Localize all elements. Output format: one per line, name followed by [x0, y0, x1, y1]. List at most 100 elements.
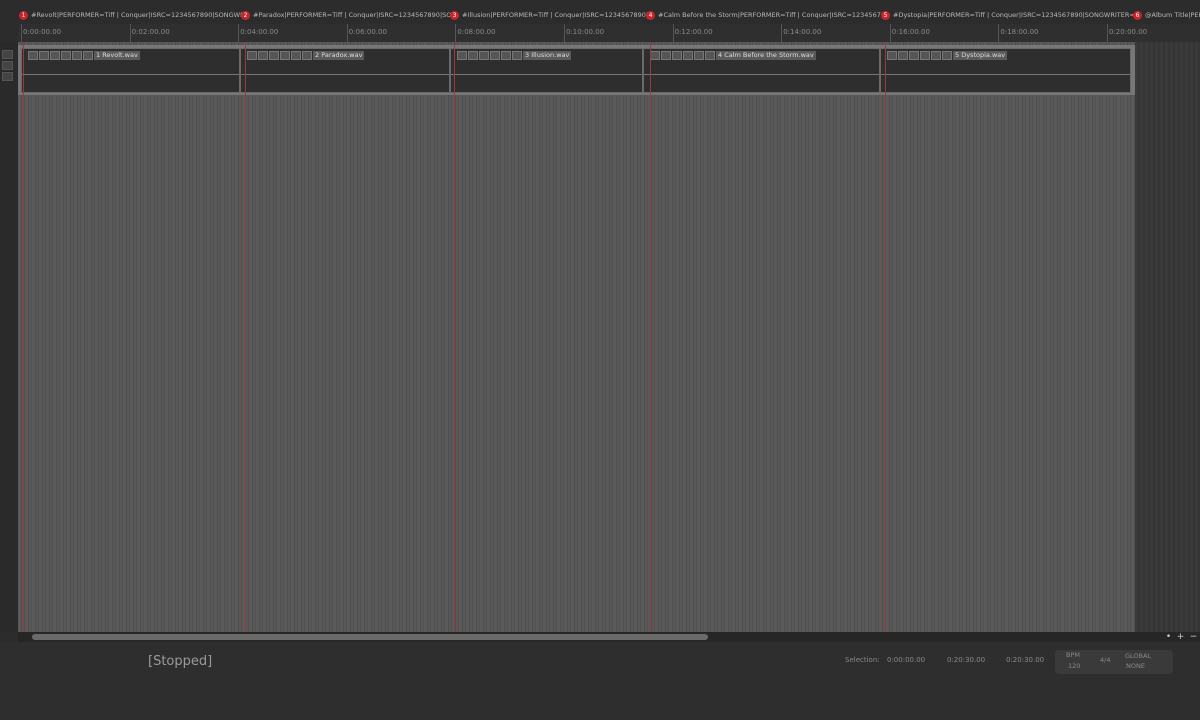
marker-line	[23, 42, 24, 632]
marker-label[interactable]: #Calm Before the Storm|PERFORMER=Tiff | …	[658, 11, 888, 19]
waveform	[22, 74, 239, 75]
ruler-label: 0:08:00.00	[457, 28, 496, 36]
item-button[interactable]	[269, 51, 279, 60]
zoom-button[interactable]: •	[1165, 632, 1172, 642]
marker-number[interactable]: 1	[19, 11, 28, 20]
marker-number[interactable]: 5	[881, 11, 890, 20]
bpm[interactable]: 120	[1068, 662, 1081, 670]
scroll-thumb[interactable]	[32, 634, 708, 640]
item-button[interactable]	[291, 51, 301, 60]
left-toolbar	[0, 42, 18, 632]
item-button[interactable]	[887, 51, 897, 60]
item-button[interactable]	[705, 51, 715, 60]
waveform	[451, 74, 642, 75]
marker-number[interactable]: 2	[241, 11, 250, 20]
media-item[interactable]: 3 Illusion.wav	[450, 48, 643, 93]
item-button[interactable]	[39, 51, 49, 60]
ruler-label: 0:06:00.00	[348, 28, 387, 36]
item-button[interactable]	[942, 51, 952, 60]
item-button[interactable]	[931, 51, 941, 60]
item-button[interactable]	[501, 51, 511, 60]
item-button[interactable]	[694, 51, 704, 60]
item-button[interactable]	[61, 51, 71, 60]
marker-bar: 1 #Revolt|PERFORMER=Tiff | Conquer|ISRC=1…	[0, 8, 1200, 22]
marker-label[interactable]: #Paradox|PERFORMER=Tiff | Conquer|ISRC=1…	[253, 11, 458, 19]
ruler-tick	[564, 24, 565, 42]
item-button[interactable]	[661, 51, 671, 60]
ruler-tick	[346, 24, 348, 42]
ruler-tick	[672, 24, 674, 42]
ruler-tick	[129, 24, 131, 42]
item-button[interactable]	[468, 51, 478, 60]
ruler-tick	[21, 24, 22, 42]
time-signature[interactable]: 4/4	[1100, 656, 1111, 664]
zoom-in[interactable]: +	[1176, 632, 1185, 642]
ruler-label: 0:18:00.00	[1000, 28, 1039, 36]
timeline-ruler[interactable]: 0:00:00.00 0:02:00.00 0:04:00.00 0:06:00.00…	[18, 24, 1200, 43]
ruler-label: 0:20:00.00	[1109, 28, 1148, 36]
item-button[interactable]	[72, 51, 82, 60]
item-button[interactable]	[479, 51, 489, 60]
marker-line	[454, 42, 455, 632]
marker-label[interactable]: @Album Title|PERFOR	[1145, 11, 1200, 19]
marker-label[interactable]: #Dystopia|PERFORMER=Tiff | Conquer|ISRC=…	[893, 11, 1138, 19]
button[interactable]	[2, 50, 13, 59]
selection-label: Selection:	[845, 656, 880, 664]
item-button[interactable]	[920, 51, 930, 60]
ruler-tick	[998, 24, 1000, 42]
selection-length[interactable]: 0:20:30.00	[1006, 656, 1045, 664]
arrange-view[interactable]	[18, 42, 1135, 632]
item-button[interactable]	[50, 51, 60, 60]
item-button[interactable]	[909, 51, 919, 60]
item-name: 4 Calm Before the Storm.wav	[716, 51, 816, 60]
global-value[interactable]: NONE	[1126, 662, 1145, 670]
ruler-label: 0:14:00.00	[783, 28, 822, 36]
item-button[interactable]	[512, 51, 522, 60]
ruler-label: 0:16:00.00	[891, 28, 930, 36]
item-button[interactable]	[83, 51, 93, 60]
item-button[interactable]	[683, 51, 693, 60]
arrange-empty	[1135, 42, 1200, 632]
item-button[interactable]	[280, 51, 290, 60]
marker-number[interactable]: 6	[1133, 11, 1142, 20]
bpm-label: BPM	[1066, 651, 1080, 659]
item-button[interactable]	[247, 51, 257, 60]
item-button[interactable]	[302, 51, 312, 60]
media-item[interactable]: 2 Paradox.wav	[240, 48, 450, 93]
selection-end[interactable]: 0:20:30.00	[947, 656, 986, 664]
marker-label[interactable]: #Revolt|PERFORMER=Tiff | Conquer|ISRC=12…	[31, 11, 249, 19]
item-name: 1 Revolt.wav	[94, 51, 140, 60]
item-button[interactable]	[28, 51, 38, 60]
play-status: [Stopped]	[148, 654, 213, 669]
marker-number[interactable]: 3	[450, 11, 459, 20]
marker-line	[885, 42, 886, 632]
item-button[interactable]	[672, 51, 682, 60]
item-button[interactable]	[490, 51, 500, 60]
ruler-tick	[781, 24, 783, 42]
item-name: 3 Illusion.wav	[523, 51, 572, 60]
media-item[interactable]: 5 Dystopia.wav	[880, 48, 1131, 93]
button[interactable]	[2, 72, 13, 81]
media-item[interactable]: 4 Calm Before the Storm.wav	[643, 48, 880, 93]
tempo-panel[interactable]	[1055, 650, 1173, 674]
marker-number[interactable]: 4	[646, 11, 655, 20]
ruler-label: 0:10:00.00	[566, 28, 605, 36]
item-button[interactable]	[258, 51, 268, 60]
item-button[interactable]	[457, 51, 467, 60]
media-item[interactable]: 1 Revolt.wav	[21, 48, 240, 93]
marker-line	[650, 42, 651, 632]
waveform	[644, 74, 879, 75]
selection-start[interactable]: 0:00:00.00	[887, 656, 926, 664]
item-name: 5 Dystopia.wav	[953, 51, 1008, 60]
ruler-tick	[1107, 24, 1108, 42]
item-button[interactable]	[898, 51, 908, 60]
global-label: GLOBAL	[1125, 652, 1152, 660]
ruler-label: 0:12:00.00	[674, 28, 713, 36]
button[interactable]	[2, 61, 13, 70]
transport-bar	[0, 642, 1200, 720]
waveform	[241, 74, 449, 75]
zoom-out[interactable]: −	[1189, 632, 1198, 642]
item-button[interactable]	[650, 51, 660, 60]
marker-label[interactable]: #Illusion|PERFORMER=Tiff | Conquer|ISRC=…	[462, 11, 652, 19]
